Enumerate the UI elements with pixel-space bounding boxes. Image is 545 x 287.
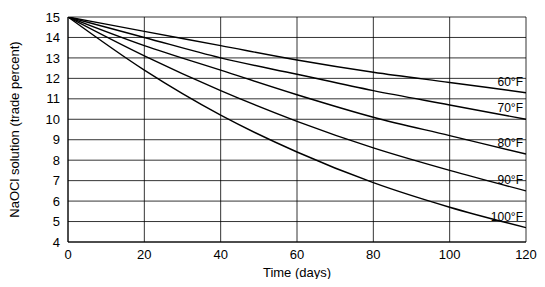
svg-text:60: 60 xyxy=(290,247,304,262)
svg-text:100°F: 100°F xyxy=(491,210,523,224)
svg-text:120: 120 xyxy=(515,247,537,262)
svg-text:6: 6 xyxy=(53,194,60,209)
svg-text:8: 8 xyxy=(53,153,60,168)
svg-text:NaOCl solution (trade percent): NaOCl solution (trade percent) xyxy=(8,41,22,217)
svg-text:4: 4 xyxy=(53,235,60,250)
svg-text:80°F: 80°F xyxy=(498,136,523,150)
svg-text:40: 40 xyxy=(213,247,227,262)
svg-text:5: 5 xyxy=(53,214,60,229)
svg-text:Time (days): Time (days) xyxy=(263,265,331,279)
svg-text:15: 15 xyxy=(46,10,60,25)
svg-text:12: 12 xyxy=(46,71,60,86)
svg-text:10: 10 xyxy=(46,112,60,127)
svg-text:9: 9 xyxy=(53,132,60,147)
svg-text:70°F: 70°F xyxy=(498,101,523,115)
svg-text:13: 13 xyxy=(46,51,60,66)
svg-text:60°F: 60°F xyxy=(498,75,523,89)
svg-text:0: 0 xyxy=(64,247,71,262)
svg-text:100: 100 xyxy=(439,247,461,262)
svg-text:90°F: 90°F xyxy=(498,173,523,187)
svg-text:14: 14 xyxy=(46,30,60,45)
svg-text:7: 7 xyxy=(53,173,60,188)
svg-text:20: 20 xyxy=(137,247,151,262)
svg-text:11: 11 xyxy=(47,91,61,106)
svg-text:80: 80 xyxy=(366,247,380,262)
